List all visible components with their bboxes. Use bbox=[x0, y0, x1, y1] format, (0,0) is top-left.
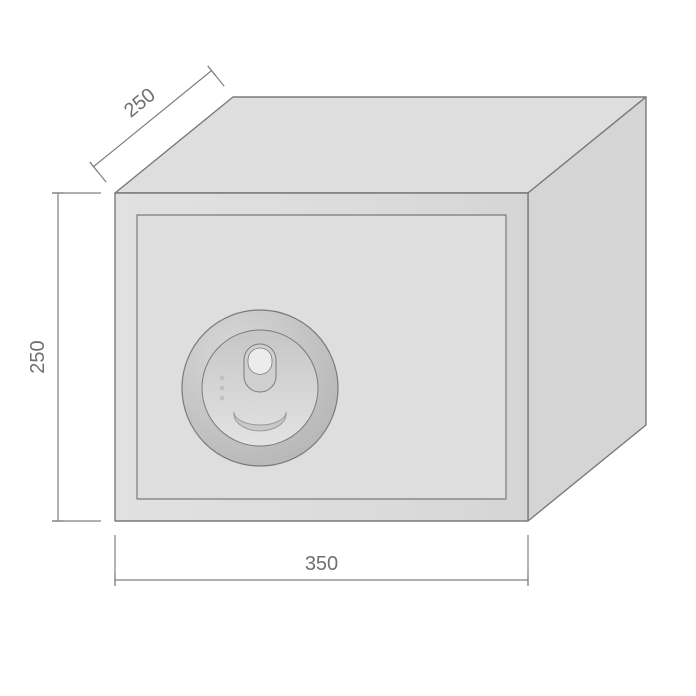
safe-dimension-diagram: 350 250 250 bbox=[0, 0, 696, 696]
dimension-depth-label: 250 bbox=[120, 84, 160, 122]
dimension-width: 350 bbox=[115, 535, 528, 586]
indicator-leds bbox=[220, 376, 225, 401]
indicator-led bbox=[220, 376, 225, 381]
biometric-lock-dial bbox=[182, 310, 338, 466]
indicator-led bbox=[220, 386, 225, 391]
fingerprint-scanner-window bbox=[248, 348, 272, 374]
dimension-height: 250 bbox=[27, 193, 101, 521]
safe-box bbox=[115, 97, 646, 521]
dimension-height-label: 250 bbox=[27, 340, 49, 373]
indicator-led bbox=[220, 396, 225, 401]
dimension-width-label: 350 bbox=[305, 553, 338, 575]
